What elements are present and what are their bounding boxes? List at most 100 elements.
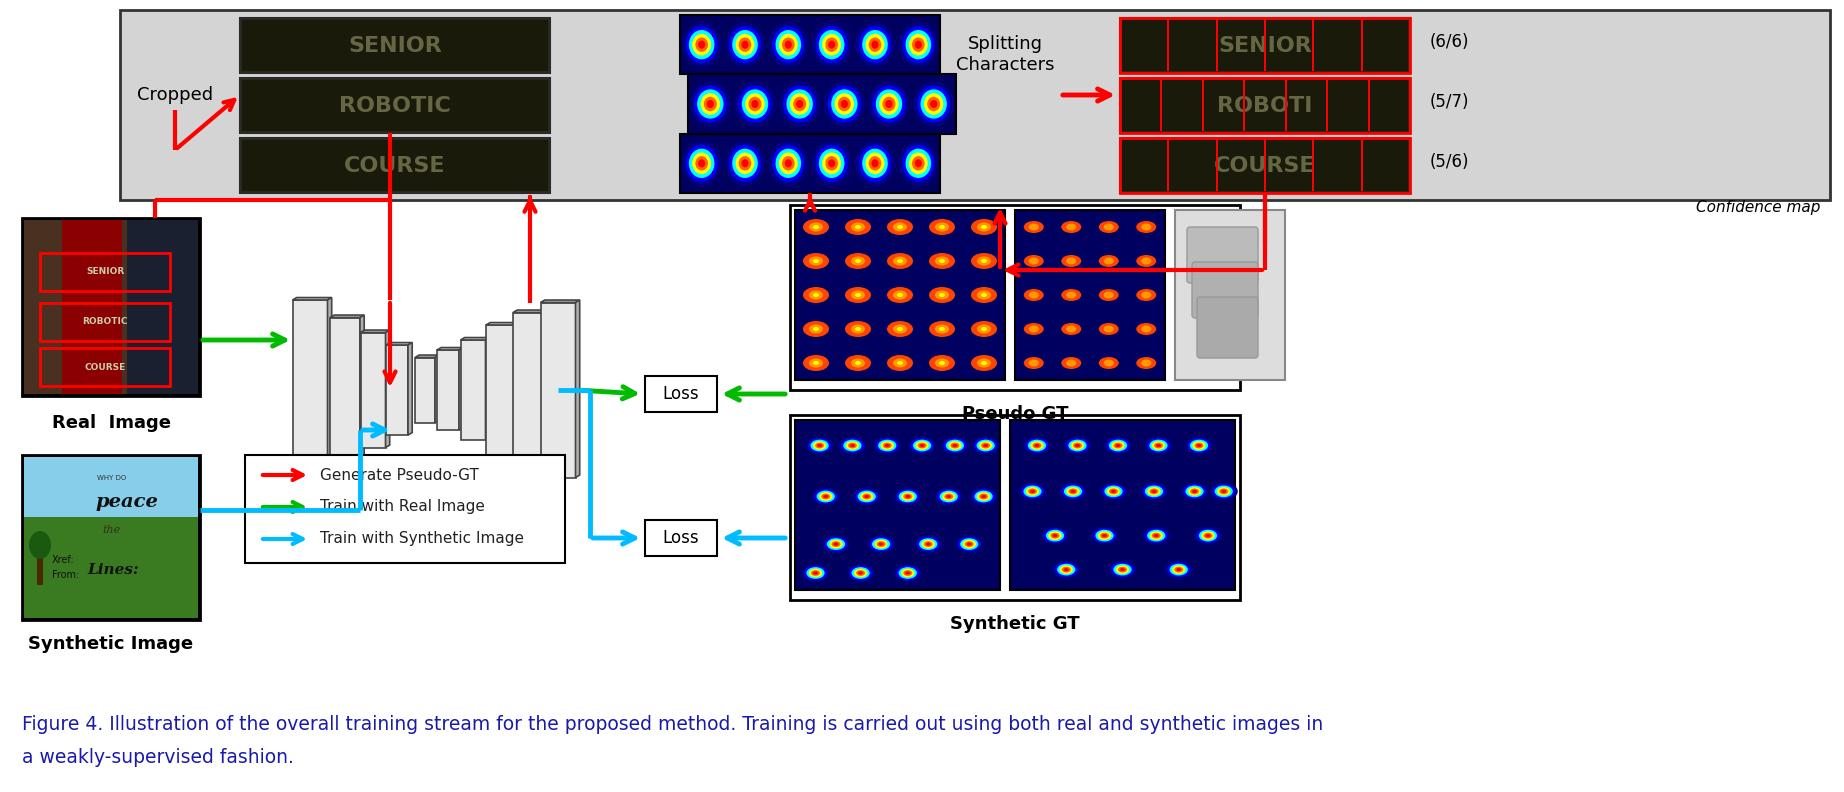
- Ellipse shape: [1143, 484, 1165, 499]
- Bar: [1014, 210, 1165, 380]
- Ellipse shape: [1046, 530, 1064, 542]
- Ellipse shape: [892, 257, 907, 265]
- Ellipse shape: [845, 219, 870, 235]
- Ellipse shape: [948, 441, 961, 450]
- Ellipse shape: [865, 34, 885, 55]
- Ellipse shape: [819, 149, 845, 178]
- Ellipse shape: [1136, 323, 1156, 335]
- Ellipse shape: [1151, 489, 1156, 493]
- Ellipse shape: [841, 100, 848, 108]
- Ellipse shape: [887, 219, 913, 235]
- Ellipse shape: [1165, 561, 1193, 579]
- Ellipse shape: [1140, 482, 1167, 501]
- Bar: [1119, 78, 1411, 133]
- Ellipse shape: [778, 34, 798, 55]
- Bar: [1313, 20, 1315, 71]
- Ellipse shape: [896, 225, 904, 229]
- Ellipse shape: [773, 145, 804, 182]
- Ellipse shape: [896, 565, 918, 581]
- Text: SENIOR: SENIOR: [349, 36, 443, 55]
- Text: ROBOTI: ROBOTI: [1217, 96, 1313, 116]
- Ellipse shape: [977, 440, 994, 451]
- Polygon shape: [435, 355, 439, 422]
- Ellipse shape: [1029, 223, 1038, 230]
- Ellipse shape: [846, 441, 859, 450]
- Bar: [645, 520, 717, 556]
- Ellipse shape: [872, 40, 878, 49]
- Ellipse shape: [1152, 533, 1160, 539]
- Ellipse shape: [813, 361, 819, 365]
- Ellipse shape: [1149, 531, 1164, 540]
- Ellipse shape: [929, 355, 955, 371]
- Text: peace: peace: [96, 493, 159, 511]
- FancyBboxPatch shape: [1188, 227, 1258, 283]
- Ellipse shape: [872, 86, 905, 123]
- Ellipse shape: [850, 257, 865, 265]
- Ellipse shape: [972, 489, 996, 504]
- Ellipse shape: [1106, 438, 1130, 453]
- Ellipse shape: [909, 34, 928, 55]
- Ellipse shape: [1023, 485, 1042, 497]
- Ellipse shape: [1193, 441, 1206, 450]
- Ellipse shape: [1066, 438, 1090, 453]
- Ellipse shape: [822, 535, 850, 553]
- Ellipse shape: [898, 567, 916, 579]
- Bar: [240, 78, 550, 133]
- Ellipse shape: [1058, 482, 1086, 501]
- Ellipse shape: [813, 293, 819, 297]
- Ellipse shape: [811, 488, 839, 505]
- Ellipse shape: [1066, 291, 1077, 299]
- Ellipse shape: [856, 489, 878, 504]
- Ellipse shape: [905, 571, 911, 575]
- Polygon shape: [437, 348, 463, 350]
- Ellipse shape: [699, 159, 704, 167]
- Ellipse shape: [806, 436, 833, 455]
- Ellipse shape: [1156, 444, 1162, 447]
- Ellipse shape: [706, 100, 714, 108]
- Ellipse shape: [789, 93, 810, 115]
- Ellipse shape: [1023, 289, 1044, 301]
- Polygon shape: [330, 315, 365, 318]
- Bar: [63, 220, 122, 394]
- Ellipse shape: [802, 287, 830, 303]
- Ellipse shape: [977, 359, 990, 367]
- Text: (5/6): (5/6): [1429, 153, 1470, 171]
- Ellipse shape: [1029, 360, 1038, 367]
- Ellipse shape: [817, 444, 822, 447]
- Ellipse shape: [1116, 565, 1129, 574]
- Text: Train with Synthetic Image: Train with Synthetic Image: [321, 531, 524, 546]
- Ellipse shape: [887, 253, 913, 269]
- Bar: [1119, 78, 1411, 133]
- Ellipse shape: [821, 493, 830, 500]
- Ellipse shape: [826, 37, 837, 52]
- Ellipse shape: [874, 436, 902, 455]
- Ellipse shape: [739, 156, 751, 170]
- Polygon shape: [385, 330, 389, 447]
- Bar: [1175, 210, 1285, 380]
- Ellipse shape: [907, 436, 937, 455]
- Ellipse shape: [856, 327, 861, 331]
- Bar: [437, 350, 459, 430]
- Ellipse shape: [1060, 565, 1073, 574]
- Ellipse shape: [929, 287, 955, 303]
- Ellipse shape: [1186, 485, 1204, 497]
- Ellipse shape: [826, 156, 837, 170]
- Ellipse shape: [1068, 489, 1077, 494]
- Ellipse shape: [896, 259, 904, 263]
- Ellipse shape: [911, 438, 933, 453]
- Bar: [1215, 140, 1217, 191]
- Bar: [120, 10, 1829, 200]
- Ellipse shape: [1105, 326, 1114, 333]
- Ellipse shape: [802, 321, 830, 337]
- Bar: [22, 455, 199, 620]
- Ellipse shape: [857, 491, 876, 502]
- Bar: [789, 415, 1239, 600]
- Ellipse shape: [1210, 482, 1237, 501]
- Polygon shape: [360, 315, 365, 463]
- Ellipse shape: [935, 359, 950, 367]
- Ellipse shape: [725, 22, 765, 67]
- Ellipse shape: [693, 86, 727, 123]
- Ellipse shape: [817, 491, 835, 502]
- Ellipse shape: [822, 153, 841, 174]
- Ellipse shape: [915, 40, 922, 49]
